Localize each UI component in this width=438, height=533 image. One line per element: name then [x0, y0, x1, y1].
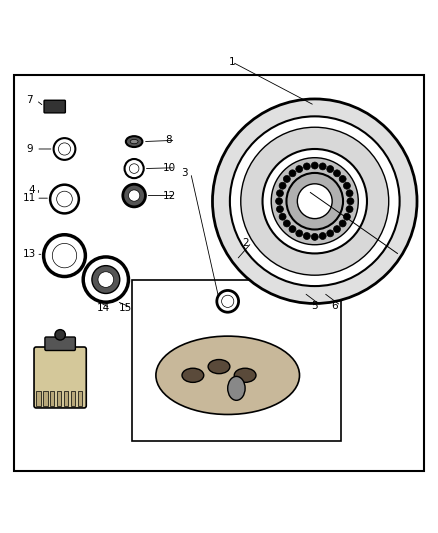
Text: 1: 1	[229, 57, 235, 67]
Circle shape	[124, 159, 144, 178]
Bar	[78, 391, 82, 406]
Ellipse shape	[182, 368, 204, 382]
Text: 12: 12	[162, 191, 176, 200]
Circle shape	[283, 220, 290, 227]
Circle shape	[333, 225, 340, 232]
Circle shape	[222, 295, 234, 308]
Circle shape	[276, 190, 283, 197]
Circle shape	[129, 164, 139, 173]
Circle shape	[262, 149, 367, 254]
Circle shape	[343, 213, 350, 220]
Ellipse shape	[156, 336, 300, 415]
Text: 2: 2	[242, 238, 248, 247]
Bar	[132, 279, 341, 441]
Circle shape	[50, 184, 79, 213]
Circle shape	[311, 233, 318, 240]
Bar	[57, 391, 61, 406]
Text: 6: 6	[331, 301, 338, 311]
Text: 7: 7	[26, 95, 33, 105]
Text: 8: 8	[166, 135, 172, 146]
Circle shape	[333, 170, 340, 177]
Circle shape	[289, 225, 296, 232]
Circle shape	[339, 220, 346, 227]
Circle shape	[297, 184, 332, 219]
Text: 14: 14	[97, 303, 110, 313]
Bar	[50, 391, 54, 406]
Text: 3: 3	[181, 168, 187, 178]
Text: 4: 4	[28, 185, 35, 195]
Bar	[43, 391, 47, 406]
Text: 5: 5	[311, 301, 318, 311]
Text: 11: 11	[23, 193, 36, 203]
Ellipse shape	[228, 376, 245, 400]
Circle shape	[346, 206, 353, 213]
Circle shape	[289, 170, 296, 177]
Circle shape	[217, 290, 239, 312]
Ellipse shape	[130, 140, 138, 144]
Circle shape	[319, 163, 326, 170]
Circle shape	[53, 138, 75, 160]
Circle shape	[83, 257, 128, 302]
Circle shape	[304, 232, 310, 239]
Circle shape	[283, 175, 290, 182]
Ellipse shape	[208, 360, 230, 374]
Circle shape	[279, 182, 286, 189]
Circle shape	[58, 143, 71, 155]
Ellipse shape	[126, 136, 142, 147]
Circle shape	[296, 230, 303, 237]
Text: 9: 9	[26, 144, 33, 154]
FancyBboxPatch shape	[44, 100, 65, 113]
Circle shape	[55, 329, 65, 340]
FancyBboxPatch shape	[34, 347, 86, 408]
Circle shape	[296, 166, 303, 173]
Circle shape	[230, 116, 399, 286]
Bar	[64, 391, 68, 406]
Circle shape	[327, 230, 334, 237]
Circle shape	[304, 163, 310, 170]
Text: 13: 13	[23, 249, 36, 260]
FancyBboxPatch shape	[45, 337, 75, 351]
Circle shape	[57, 191, 72, 207]
Circle shape	[241, 127, 389, 275]
Circle shape	[92, 265, 120, 294]
Circle shape	[276, 198, 283, 205]
Circle shape	[276, 206, 283, 213]
Text: 10: 10	[162, 163, 176, 173]
Circle shape	[343, 182, 350, 189]
Text: 15: 15	[119, 303, 132, 313]
Circle shape	[319, 232, 326, 239]
Bar	[71, 391, 75, 406]
Circle shape	[279, 213, 286, 220]
Circle shape	[346, 190, 353, 197]
Circle shape	[212, 99, 417, 303]
Circle shape	[347, 198, 354, 205]
Circle shape	[286, 173, 343, 230]
Circle shape	[123, 184, 145, 207]
Circle shape	[271, 158, 358, 245]
Circle shape	[128, 190, 140, 201]
Ellipse shape	[234, 368, 256, 382]
Bar	[36, 391, 41, 406]
Circle shape	[44, 235, 85, 277]
Circle shape	[327, 166, 334, 173]
Circle shape	[98, 272, 114, 287]
Circle shape	[52, 244, 77, 268]
Circle shape	[339, 175, 346, 182]
Circle shape	[311, 162, 318, 169]
